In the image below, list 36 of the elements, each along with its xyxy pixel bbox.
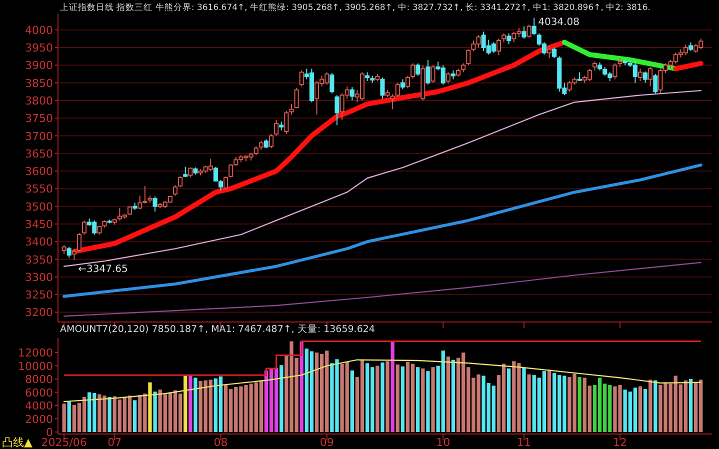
x-tick-label: 11 xyxy=(516,436,531,449)
x-tick-label: 08 xyxy=(214,436,228,449)
annotation: ←3347.65 xyxy=(78,264,128,276)
y-tick-label: 3800 xyxy=(25,94,53,108)
y-tick-label: 10000 xyxy=(18,360,53,373)
annotation: 凸线▲ xyxy=(2,436,32,449)
annotation: 4034.08 xyxy=(538,16,580,28)
x-tick-label: 09 xyxy=(320,436,334,449)
x-tick-label: 07 xyxy=(108,436,122,449)
y-tick-label: 3900 xyxy=(25,59,53,72)
title: AMOUNT7(20,120) 7850.187↑, MA1: 7467.487↑, 天量: 13659.624 xyxy=(60,324,375,335)
x-tick-label: 2025/06 xyxy=(41,436,87,449)
y-tick-label: 8000 xyxy=(25,373,53,386)
y-tick-label: 3250 xyxy=(25,288,53,302)
y-tick-label: 3750 xyxy=(25,112,53,126)
y-tick-label: 3300 xyxy=(25,270,53,284)
x-tick-label: 12 xyxy=(613,436,628,449)
y-tick-label: 3450 xyxy=(25,218,53,231)
y-tick-label: 2000 xyxy=(25,412,53,426)
y-tick-label: 3700 xyxy=(25,130,53,143)
y-tick-label: 3350 xyxy=(25,253,53,266)
y-tick-label: 4000 xyxy=(25,400,53,413)
y-tick-label: 12000 xyxy=(18,346,53,360)
y-tick-label: 3500 xyxy=(25,200,53,214)
title: 上证指数日线 指数三红 牛熊分界: 3616.674↑, 牛红熊绿: 3905.268↑, 3905.268↑, 中: 3827.732↑, 长: 3341.272↑, 中1: 3820.896↑, 中2: 3816. xyxy=(60,3,650,13)
y-tick-label: 3600 xyxy=(25,165,53,178)
y-tick-label: 3650 xyxy=(25,147,53,160)
y-tick-label: 3550 xyxy=(25,182,53,196)
y-tick-label: 3850 xyxy=(25,76,53,90)
y-tick-label: 3950 xyxy=(25,42,53,55)
x-tick-label: 10 xyxy=(436,436,450,449)
y-tick-label: 4000 xyxy=(25,24,53,37)
y-tick-label: 6000 xyxy=(25,386,53,400)
y-tick-label: 3200 xyxy=(25,306,53,320)
y-tick-label: 3400 xyxy=(25,236,53,249)
y-tick-label: 0 xyxy=(46,426,53,439)
